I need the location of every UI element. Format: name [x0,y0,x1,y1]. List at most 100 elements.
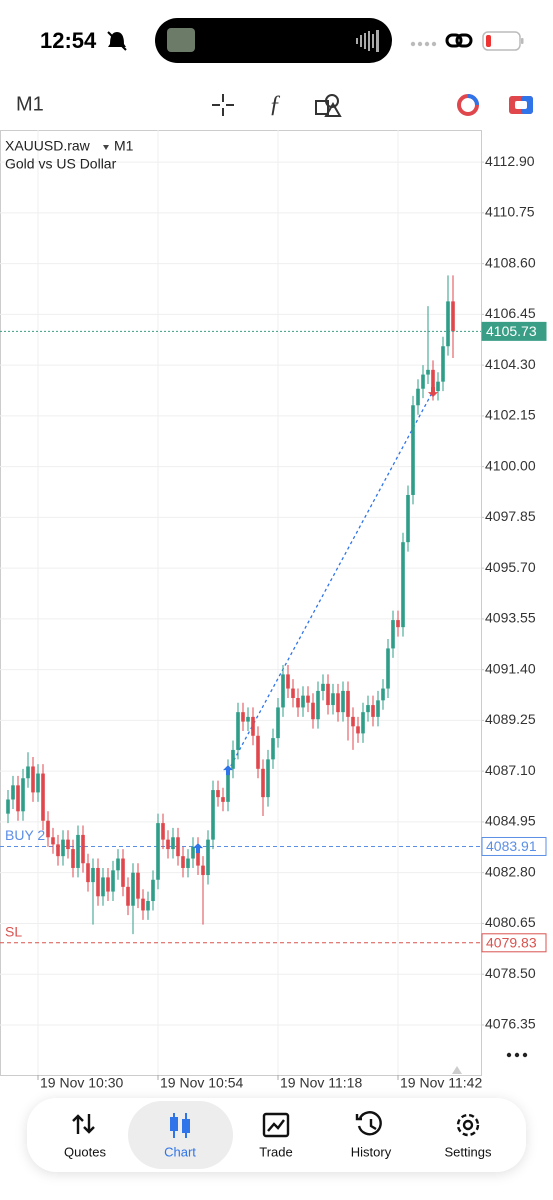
y-tick-label: 4106.45 [485,305,536,321]
last-price-badge [481,321,547,341]
candle-body [431,369,435,392]
y-tick-label: 4108.60 [485,254,536,270]
candle-body [241,712,245,722]
candle-body [411,405,415,495]
candle-body [216,790,220,798]
candle-body [16,785,20,812]
tab-icon [262,1112,290,1138]
candle-body [331,693,335,706]
tab-0[interactable]: Quotes [64,1114,106,1159]
deal-arrow [223,765,233,776]
tab-icon [72,1114,95,1134]
tab-1[interactable]: Chart [164,1113,196,1159]
candle-body [396,620,400,628]
candle-body [401,542,405,628]
candle-body [201,865,205,876]
candle-body [351,716,355,727]
tab-3[interactable]: History [351,1111,392,1159]
y-tick-label: 4080.65 [485,914,536,930]
candle-body [296,697,300,708]
active-tab-bg [128,1101,233,1169]
candle-body [286,674,290,689]
candle-body [36,773,40,793]
level-badge [481,933,547,953]
chart-subtitle: Gold vs US Dollar [5,156,117,172]
tab-items: Quotes Chart Trade History Settings [64,1111,492,1159]
y-tick-label: 4110.75 [485,204,535,220]
timeframe-button[interactable]: M1 [16,93,44,115]
candle-body [111,870,115,892]
tab-icon [357,1111,382,1136]
candle-body [206,839,210,876]
candle-body [51,837,55,845]
candle-body [106,877,110,892]
candle-body [11,785,15,800]
candle-body [266,759,270,798]
candle-body [71,849,75,868]
tab-4[interactable]: Settings [445,1113,492,1159]
candle-body [56,844,60,857]
level-price: 4079.83 [486,935,537,951]
tab-icon [170,1113,190,1138]
candle-body [156,823,160,880]
candle-body [176,837,180,857]
candle-body [386,648,390,689]
tab-icon [462,1119,474,1131]
candle-body [166,839,170,850]
candle-body [121,858,125,887]
tab-icon [182,1119,190,1133]
symbol[interactable]: XAUUSD.raw [5,138,91,154]
tab-label: Settings [445,1144,492,1159]
candle-body [6,799,10,814]
candle-body [86,863,90,883]
indicators-button[interactable]: ƒ [269,92,281,118]
one-click-trading[interactable] [457,94,479,116]
tab-icon [456,1113,480,1137]
candle-body [181,856,185,868]
level-price: 4083.91 [486,838,537,854]
dynamic-island [155,18,392,63]
x-tick-label: 19 Nov 11:42 [400,1075,482,1091]
y-tick-label: 4084.95 [485,813,536,829]
candle-body [306,695,310,703]
y-tick-label: 4076.35 [485,1016,536,1032]
candle-body [441,346,445,382]
candle-body [76,834,80,868]
candle-body [321,683,325,691]
candle-body [221,797,225,802]
candle-body [21,778,25,812]
candle-body [171,837,175,850]
tab-icon [262,1112,290,1138]
objects-button[interactable] [315,94,342,117]
signal-dots [410,41,437,47]
tab-2[interactable]: Trade [259,1112,293,1159]
candle-body [196,846,200,866]
x-tick-label: 19 Nov 11:18 [280,1075,362,1091]
crosshair-button[interactable] [212,94,234,116]
chart-marks: 4083.91 BUY 2 4079.83 SL 4105.73 [0,275,547,953]
candle-body [291,688,295,698]
y-tick-label: 4112.90 [485,153,535,169]
level-label: BUY 2 [5,827,45,843]
island-thumb [167,28,195,52]
candle-body [421,374,425,389]
candle-body [161,823,165,840]
more-button[interactable] [506,1052,528,1058]
candle-body [281,674,285,708]
tab-icon [170,1117,178,1131]
tab-icon [456,1113,480,1137]
tab-label: Trade [259,1144,292,1159]
candle-body [311,702,315,720]
y-tick-label: 4097.85 [485,508,536,524]
trade-panel-button[interactable] [509,96,533,114]
y-tick-label: 4104.30 [485,356,536,372]
candle-body [91,867,95,883]
level-label: SL [5,924,22,940]
candle-body [96,867,100,897]
scroll-handle[interactable] [452,1066,462,1074]
symbol-dropdown[interactable] [103,145,109,150]
candle-body [116,858,120,871]
chart: 4112.90 4110.75 4108.60 4106.45 4104.30 4102.… [0,130,536,1091]
plot-frame [0,130,482,1076]
candle-body [136,872,140,899]
